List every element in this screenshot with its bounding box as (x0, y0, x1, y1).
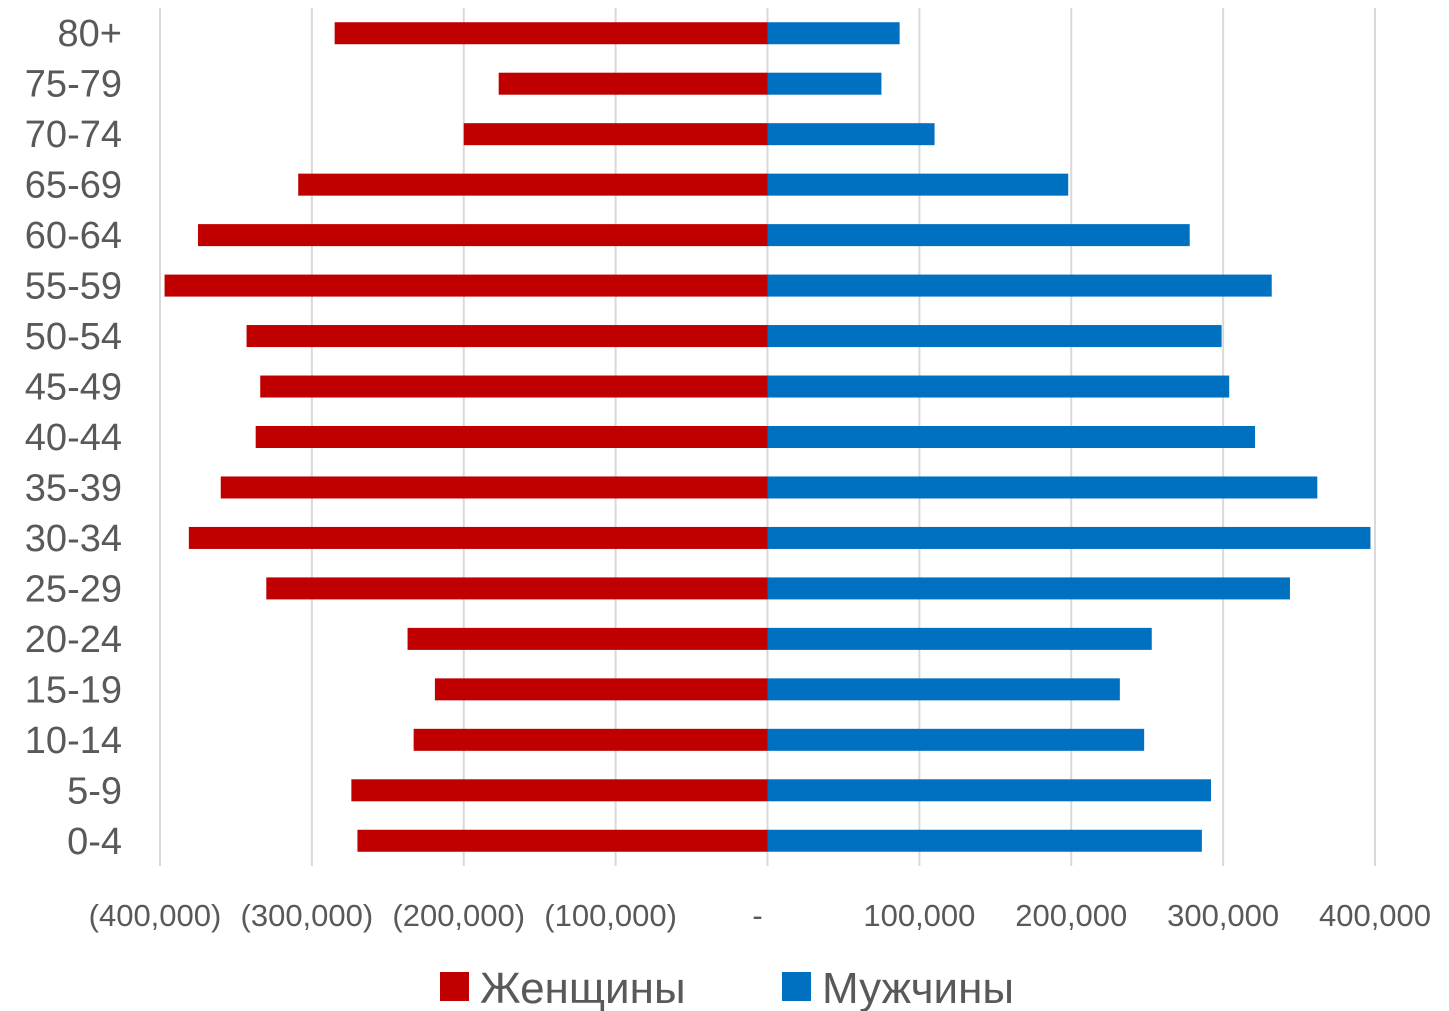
category-label: 50-54 (25, 316, 122, 358)
category-label: 60-64 (25, 215, 122, 257)
bar-men-75-79 (767, 72, 882, 95)
category-label: 5-9 (67, 770, 122, 812)
bar-women-15-19 (434, 678, 768, 701)
bar-women-30-34 (188, 526, 768, 549)
bar-men-45-49 (767, 375, 1230, 398)
category-label: 25-29 (25, 568, 122, 610)
bar-women-80+ (334, 22, 768, 45)
x-tick-label: (300,000) (241, 898, 374, 933)
bar-women-50-54 (246, 325, 768, 348)
category-label: 30-34 (25, 518, 122, 560)
category-label: 40-44 (25, 417, 122, 459)
bar-men-20-24 (767, 627, 1152, 650)
category-label: 15-19 (25, 669, 122, 711)
category-label: 10-14 (25, 720, 122, 762)
bar-men-65-69 (767, 173, 1069, 196)
bar-men-5-9 (767, 779, 1211, 802)
x-tick-label: (400,000) (89, 898, 222, 933)
x-tick-label: 300,000 (1167, 898, 1279, 933)
x-tick-label: (100,000) (544, 898, 677, 933)
bar-women-70-74 (463, 123, 768, 146)
category-labels: 0-4 5-9 10-14 15-19 20-24 25-29 30-34 35-39 40-4… (25, 13, 122, 863)
legend-swatch-men (782, 972, 811, 1001)
legend-label-men: Мужчины (822, 964, 1014, 1011)
bar-men-10-14 (767, 728, 1145, 751)
category-label: 75-79 (25, 64, 122, 106)
category-label: 45-49 (25, 367, 122, 409)
category-label: 35-39 (25, 467, 122, 509)
bar-men-30-34 (767, 526, 1371, 549)
x-tick-label: 400,000 (1319, 898, 1431, 933)
bar-men-40-44 (767, 426, 1256, 448)
x-tick-label: (200,000) (392, 898, 525, 933)
category-label: 0-4 (67, 821, 122, 863)
category-label: 65-69 (25, 165, 122, 207)
bar-women-60-64 (197, 224, 768, 247)
bar-women-0-4 (357, 829, 768, 852)
bar-men-0-4 (767, 829, 1202, 852)
bar-men-60-64 (767, 224, 1190, 247)
bar-men-50-54 (767, 325, 1222, 348)
category-label: 55-59 (25, 266, 122, 308)
bar-women-40-44 (255, 426, 768, 448)
bar-men-35-39 (767, 476, 1318, 499)
legend-label-women: Женщины (480, 964, 686, 1011)
bar-women-45-49 (260, 375, 768, 398)
legend-swatch-women (440, 972, 469, 1001)
x-tick-label: - (752, 898, 762, 933)
category-label: 20-24 (25, 619, 122, 661)
x-axis-tick-labels: (400,000) (300,000) (200,000) (100,000) - 100… (89, 898, 1431, 933)
category-label: 70-74 (25, 114, 122, 156)
bar-men-80+ (767, 22, 900, 45)
bar-men-55-59 (767, 274, 1272, 297)
bar-women-65-69 (298, 173, 768, 196)
bar-men-25-29 (767, 577, 1290, 600)
bar-women-35-39 (220, 476, 768, 499)
bar-women-75-79 (498, 72, 768, 95)
x-tick-label: 100,000 (863, 898, 975, 933)
x-tick-label: 200,000 (1015, 898, 1127, 933)
bar-women-55-59 (164, 274, 768, 297)
category-label: 80+ (58, 13, 122, 55)
bar-women-10-14 (413, 728, 768, 751)
bar-women-25-29 (266, 577, 768, 600)
bar-women-5-9 (351, 779, 768, 802)
bar-women-20-24 (407, 627, 768, 650)
bars (164, 22, 1371, 852)
bar-men-15-19 (767, 678, 1120, 701)
bar-men-70-74 (767, 123, 935, 146)
legend: Женщины Мужчины (440, 964, 1014, 1011)
